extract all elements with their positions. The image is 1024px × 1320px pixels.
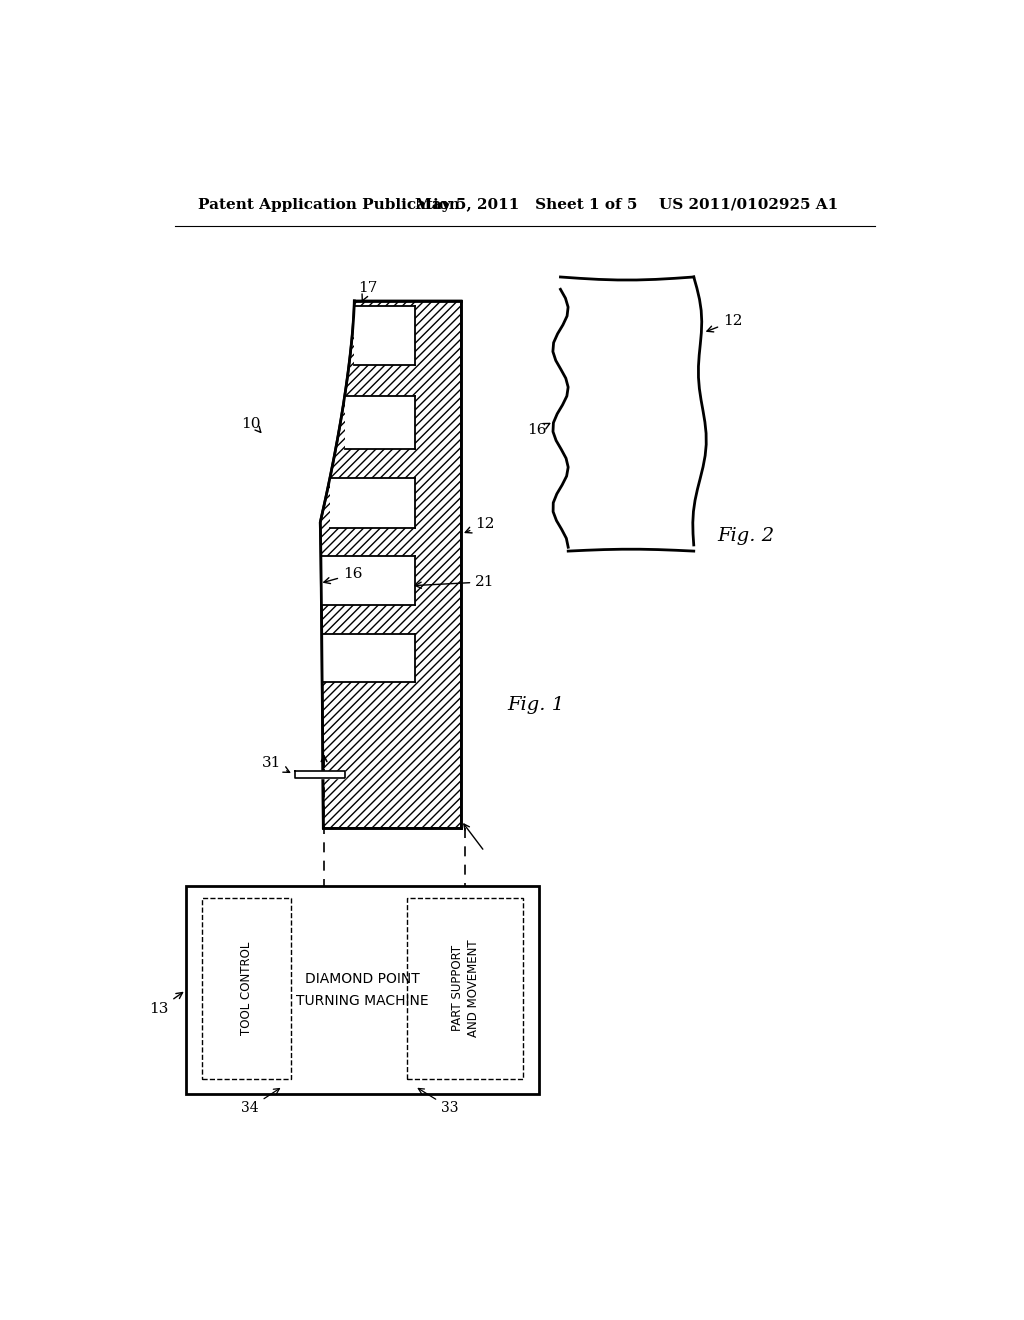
Text: TOOL CONTROL: TOOL CONTROL	[240, 941, 253, 1035]
Text: US 2011/0102925 A1: US 2011/0102925 A1	[658, 198, 838, 211]
Text: 16: 16	[526, 424, 550, 437]
Text: 21: 21	[415, 576, 495, 589]
Bar	[321, 556, 415, 605]
Bar	[354, 306, 415, 364]
Text: Fig. 2: Fig. 2	[717, 527, 774, 545]
Bar	[322, 635, 415, 682]
Text: PART SUPPORT
AND MOVEMENT: PART SUPPORT AND MOVEMENT	[451, 940, 479, 1038]
Text: 31: 31	[262, 756, 290, 772]
Polygon shape	[295, 771, 345, 779]
Bar	[345, 396, 415, 449]
Text: 13: 13	[150, 993, 182, 1016]
Text: Fig. 1: Fig. 1	[508, 696, 565, 714]
Bar	[186, 886, 539, 1094]
Bar	[407, 898, 523, 1078]
Text: May 5, 2011   Sheet 1 of 5: May 5, 2011 Sheet 1 of 5	[415, 198, 637, 211]
Text: 16: 16	[324, 568, 362, 583]
Text: 12: 12	[465, 517, 495, 533]
Polygon shape	[553, 277, 707, 552]
Text: 17: 17	[358, 281, 378, 301]
Text: 10: 10	[241, 417, 260, 432]
Text: DIAMOND POINT
TURNING MACHINE: DIAMOND POINT TURNING MACHINE	[296, 972, 429, 1008]
Polygon shape	[321, 301, 461, 829]
Bar	[330, 478, 415, 528]
Text: 12: 12	[707, 314, 742, 331]
Text: Patent Application Publication: Patent Application Publication	[198, 198, 460, 211]
Bar	[202, 898, 291, 1078]
Text: 34: 34	[242, 1089, 280, 1115]
Text: 33: 33	[418, 1089, 459, 1115]
